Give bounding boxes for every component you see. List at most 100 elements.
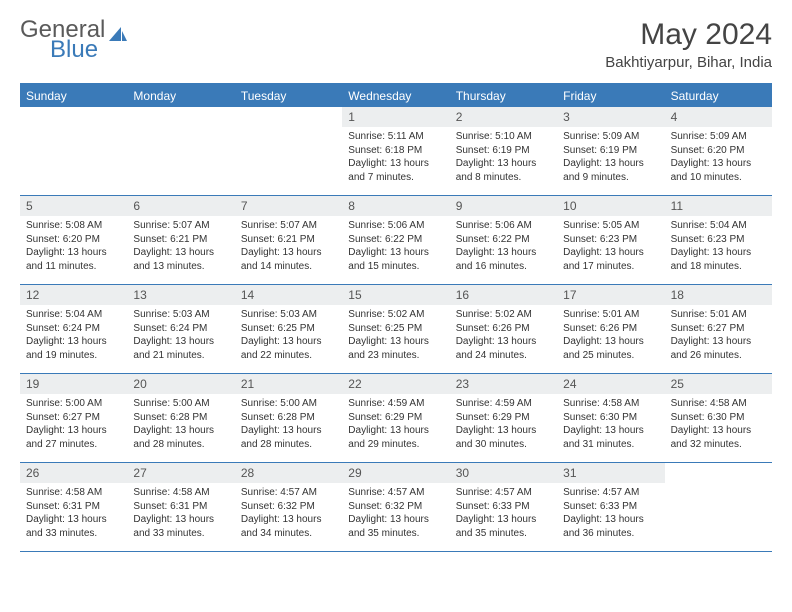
day-number: 22 <box>342 374 449 394</box>
calendar-day: 7Sunrise: 5:07 AMSunset: 6:21 PMDaylight… <box>235 196 342 284</box>
weekday-header: Wednesday <box>342 85 449 107</box>
weekday-header: Friday <box>557 85 664 107</box>
day-number: 23 <box>450 374 557 394</box>
day-details: Sunrise: 5:06 AMSunset: 6:22 PMDaylight:… <box>450 216 557 277</box>
day-details: Sunrise: 4:59 AMSunset: 6:29 PMDaylight:… <box>450 394 557 455</box>
day-details: Sunrise: 5:01 AMSunset: 6:26 PMDaylight:… <box>557 305 664 366</box>
day-number: 20 <box>127 374 234 394</box>
calendar-week: 12Sunrise: 5:04 AMSunset: 6:24 PMDayligh… <box>20 285 772 374</box>
day-number: 19 <box>20 374 127 394</box>
day-details: Sunrise: 5:06 AMSunset: 6:22 PMDaylight:… <box>342 216 449 277</box>
calendar-day: 2Sunrise: 5:10 AMSunset: 6:19 PMDaylight… <box>450 107 557 195</box>
weekday-header-row: SundayMondayTuesdayWednesdayThursdayFrid… <box>20 85 772 107</box>
day-number: 14 <box>235 285 342 305</box>
calendar-day: 11Sunrise: 5:04 AMSunset: 6:23 PMDayligh… <box>665 196 772 284</box>
brand-logo: GeneralBlue <box>20 18 129 62</box>
day-number <box>665 463 772 483</box>
day-details: Sunrise: 4:58 AMSunset: 6:30 PMDaylight:… <box>557 394 664 455</box>
day-details: Sunrise: 4:58 AMSunset: 6:30 PMDaylight:… <box>665 394 772 455</box>
day-details: Sunrise: 5:04 AMSunset: 6:24 PMDaylight:… <box>20 305 127 366</box>
day-details: Sunrise: 5:03 AMSunset: 6:24 PMDaylight:… <box>127 305 234 366</box>
day-details: Sunrise: 5:00 AMSunset: 6:27 PMDaylight:… <box>20 394 127 455</box>
day-number: 25 <box>665 374 772 394</box>
day-details: Sunrise: 5:04 AMSunset: 6:23 PMDaylight:… <box>665 216 772 277</box>
day-number <box>20 107 127 127</box>
day-number: 26 <box>20 463 127 483</box>
title-block: May 2024 Bakhtiyarpur, Bihar, India <box>605 18 772 71</box>
day-number: 5 <box>20 196 127 216</box>
calendar-day: 31Sunrise: 4:57 AMSunset: 6:33 PMDayligh… <box>557 463 664 551</box>
calendar-day: 10Sunrise: 5:05 AMSunset: 6:23 PMDayligh… <box>557 196 664 284</box>
day-number: 11 <box>665 196 772 216</box>
day-number <box>127 107 234 127</box>
calendar-day: 13Sunrise: 5:03 AMSunset: 6:24 PMDayligh… <box>127 285 234 373</box>
day-number: 27 <box>127 463 234 483</box>
header: GeneralBlue May 2024 Bakhtiyarpur, Bihar… <box>20 18 772 71</box>
day-number: 17 <box>557 285 664 305</box>
calendar-day: 9Sunrise: 5:06 AMSunset: 6:22 PMDaylight… <box>450 196 557 284</box>
day-number: 16 <box>450 285 557 305</box>
day-details <box>235 127 342 134</box>
calendar-day: 1Sunrise: 5:11 AMSunset: 6:18 PMDaylight… <box>342 107 449 195</box>
day-number: 30 <box>450 463 557 483</box>
calendar-day: 14Sunrise: 5:03 AMSunset: 6:25 PMDayligh… <box>235 285 342 373</box>
day-number: 13 <box>127 285 234 305</box>
day-details: Sunrise: 5:07 AMSunset: 6:21 PMDaylight:… <box>127 216 234 277</box>
weekday-header: Thursday <box>450 85 557 107</box>
day-number: 7 <box>235 196 342 216</box>
day-details: Sunrise: 5:07 AMSunset: 6:21 PMDaylight:… <box>235 216 342 277</box>
day-number: 18 <box>665 285 772 305</box>
day-details: Sunrise: 4:57 AMSunset: 6:33 PMDaylight:… <box>557 483 664 544</box>
day-details: Sunrise: 5:10 AMSunset: 6:19 PMDaylight:… <box>450 127 557 188</box>
day-number: 4 <box>665 107 772 127</box>
weekday-header: Sunday <box>20 85 127 107</box>
calendar-day: 30Sunrise: 4:57 AMSunset: 6:33 PMDayligh… <box>450 463 557 551</box>
day-details <box>127 127 234 134</box>
day-details: Sunrise: 5:00 AMSunset: 6:28 PMDaylight:… <box>127 394 234 455</box>
day-details: Sunrise: 5:02 AMSunset: 6:26 PMDaylight:… <box>450 305 557 366</box>
day-number: 29 <box>342 463 449 483</box>
calendar-day: 12Sunrise: 5:04 AMSunset: 6:24 PMDayligh… <box>20 285 127 373</box>
calendar-day: 28Sunrise: 4:57 AMSunset: 6:32 PMDayligh… <box>235 463 342 551</box>
calendar-day: 19Sunrise: 5:00 AMSunset: 6:27 PMDayligh… <box>20 374 127 462</box>
calendar-day: 17Sunrise: 5:01 AMSunset: 6:26 PMDayligh… <box>557 285 664 373</box>
calendar-day: 5Sunrise: 5:08 AMSunset: 6:20 PMDaylight… <box>20 196 127 284</box>
day-details: Sunrise: 5:01 AMSunset: 6:27 PMDaylight:… <box>665 305 772 366</box>
day-number: 10 <box>557 196 664 216</box>
calendar-day: 18Sunrise: 5:01 AMSunset: 6:27 PMDayligh… <box>665 285 772 373</box>
calendar-day: 23Sunrise: 4:59 AMSunset: 6:29 PMDayligh… <box>450 374 557 462</box>
day-number: 6 <box>127 196 234 216</box>
month-title: May 2024 <box>605 18 772 52</box>
day-number: 1 <box>342 107 449 127</box>
calendar-weeks: 1Sunrise: 5:11 AMSunset: 6:18 PMDaylight… <box>20 107 772 552</box>
calendar-day: 15Sunrise: 5:02 AMSunset: 6:25 PMDayligh… <box>342 285 449 373</box>
day-details: Sunrise: 5:09 AMSunset: 6:19 PMDaylight:… <box>557 127 664 188</box>
weekday-header: Saturday <box>665 85 772 107</box>
calendar-day: 6Sunrise: 5:07 AMSunset: 6:21 PMDaylight… <box>127 196 234 284</box>
day-number: 2 <box>450 107 557 127</box>
day-details: Sunrise: 5:08 AMSunset: 6:20 PMDaylight:… <box>20 216 127 277</box>
day-details: Sunrise: 4:59 AMSunset: 6:29 PMDaylight:… <box>342 394 449 455</box>
calendar: SundayMondayTuesdayWednesdayThursdayFrid… <box>20 83 772 552</box>
day-details: Sunrise: 5:11 AMSunset: 6:18 PMDaylight:… <box>342 127 449 188</box>
day-number: 12 <box>20 285 127 305</box>
location: Bakhtiyarpur, Bihar, India <box>605 54 772 71</box>
calendar-day: 20Sunrise: 5:00 AMSunset: 6:28 PMDayligh… <box>127 374 234 462</box>
calendar-day: 4Sunrise: 5:09 AMSunset: 6:20 PMDaylight… <box>665 107 772 195</box>
brand-part2: Blue <box>50 38 129 62</box>
day-number: 31 <box>557 463 664 483</box>
day-number <box>235 107 342 127</box>
day-details: Sunrise: 5:03 AMSunset: 6:25 PMDaylight:… <box>235 305 342 366</box>
calendar-day: 16Sunrise: 5:02 AMSunset: 6:26 PMDayligh… <box>450 285 557 373</box>
calendar-week: 26Sunrise: 4:58 AMSunset: 6:31 PMDayligh… <box>20 463 772 552</box>
day-number: 9 <box>450 196 557 216</box>
day-details: Sunrise: 4:58 AMSunset: 6:31 PMDaylight:… <box>127 483 234 544</box>
calendar-day: 3Sunrise: 5:09 AMSunset: 6:19 PMDaylight… <box>557 107 664 195</box>
day-details: Sunrise: 5:09 AMSunset: 6:20 PMDaylight:… <box>665 127 772 188</box>
day-details: Sunrise: 4:57 AMSunset: 6:32 PMDaylight:… <box>235 483 342 544</box>
day-number: 28 <box>235 463 342 483</box>
calendar-day <box>20 107 127 195</box>
calendar-day: 26Sunrise: 4:58 AMSunset: 6:31 PMDayligh… <box>20 463 127 551</box>
day-number: 21 <box>235 374 342 394</box>
day-number: 24 <box>557 374 664 394</box>
